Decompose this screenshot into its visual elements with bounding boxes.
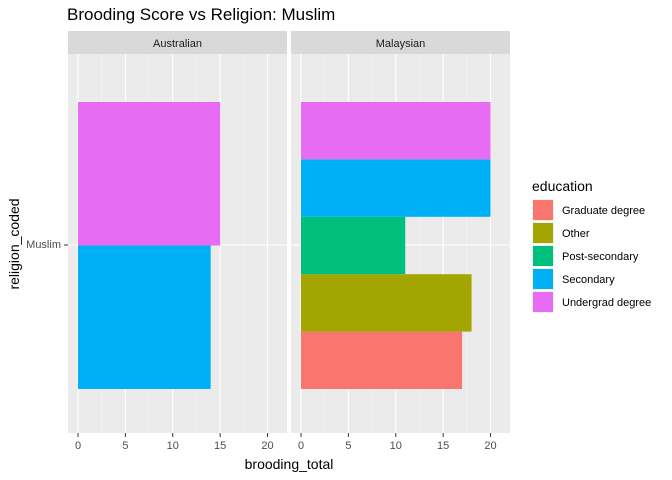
bar-secondary — [78, 245, 211, 389]
facet-strip-label: Australian — [153, 38, 202, 50]
x-tick-label: 5 — [122, 440, 128, 452]
legend-label: Undergrad degree — [562, 297, 651, 309]
legend-label: Post-secondary — [562, 251, 639, 263]
x-tick-label: 15 — [214, 440, 226, 452]
legend-swatch — [533, 292, 553, 312]
y-axis-title: religion_coded — [6, 198, 22, 289]
facet-panel: Malaysian 0 5 10 15 20 — [291, 31, 510, 452]
x-axis-title: brooding_total — [245, 456, 334, 472]
y-tick-label: Muslim — [26, 239, 61, 251]
x-tick-label: 15 — [437, 440, 449, 452]
legend: education Graduate degree Other Post-secon… — [532, 178, 651, 313]
facet-strip — [68, 31, 287, 54]
x-tick-label: 20 — [261, 440, 273, 452]
chart-title: Brooding Score vs Religion: Muslim — [67, 5, 335, 24]
legend-label: Graduate degree — [562, 205, 645, 217]
x-tick-label: 0 — [75, 440, 81, 452]
facet-strip-label: Malaysian — [376, 38, 426, 50]
bar-secondary — [301, 159, 491, 217]
legend-swatch — [533, 246, 553, 266]
legend-label: Other — [562, 228, 590, 240]
legend-label: Secondary — [562, 274, 615, 286]
x-tick-label: 20 — [484, 440, 496, 452]
bar-graduate-degree — [301, 331, 463, 389]
x-tick-label: 10 — [167, 440, 179, 452]
facet-panels: Australian 0 5 10 15 20 Malaysian 0 5 10 15 20 — [68, 31, 510, 452]
bar-undergrad-degree — [301, 102, 491, 160]
bar-post-secondary — [301, 216, 406, 275]
bar-undergrad-degree — [78, 102, 221, 246]
x-tick-label: 10 — [390, 440, 402, 452]
legend-swatch — [533, 200, 553, 220]
legend-title: education — [532, 178, 593, 194]
x-tick-label: 0 — [298, 440, 304, 452]
legend-swatch — [533, 269, 553, 289]
facet-strip — [291, 31, 510, 54]
x-tick-label: 5 — [345, 440, 351, 452]
bar-other — [301, 274, 472, 332]
facet-panel: Australian 0 5 10 15 20 — [68, 31, 287, 452]
legend-swatch — [533, 223, 553, 243]
